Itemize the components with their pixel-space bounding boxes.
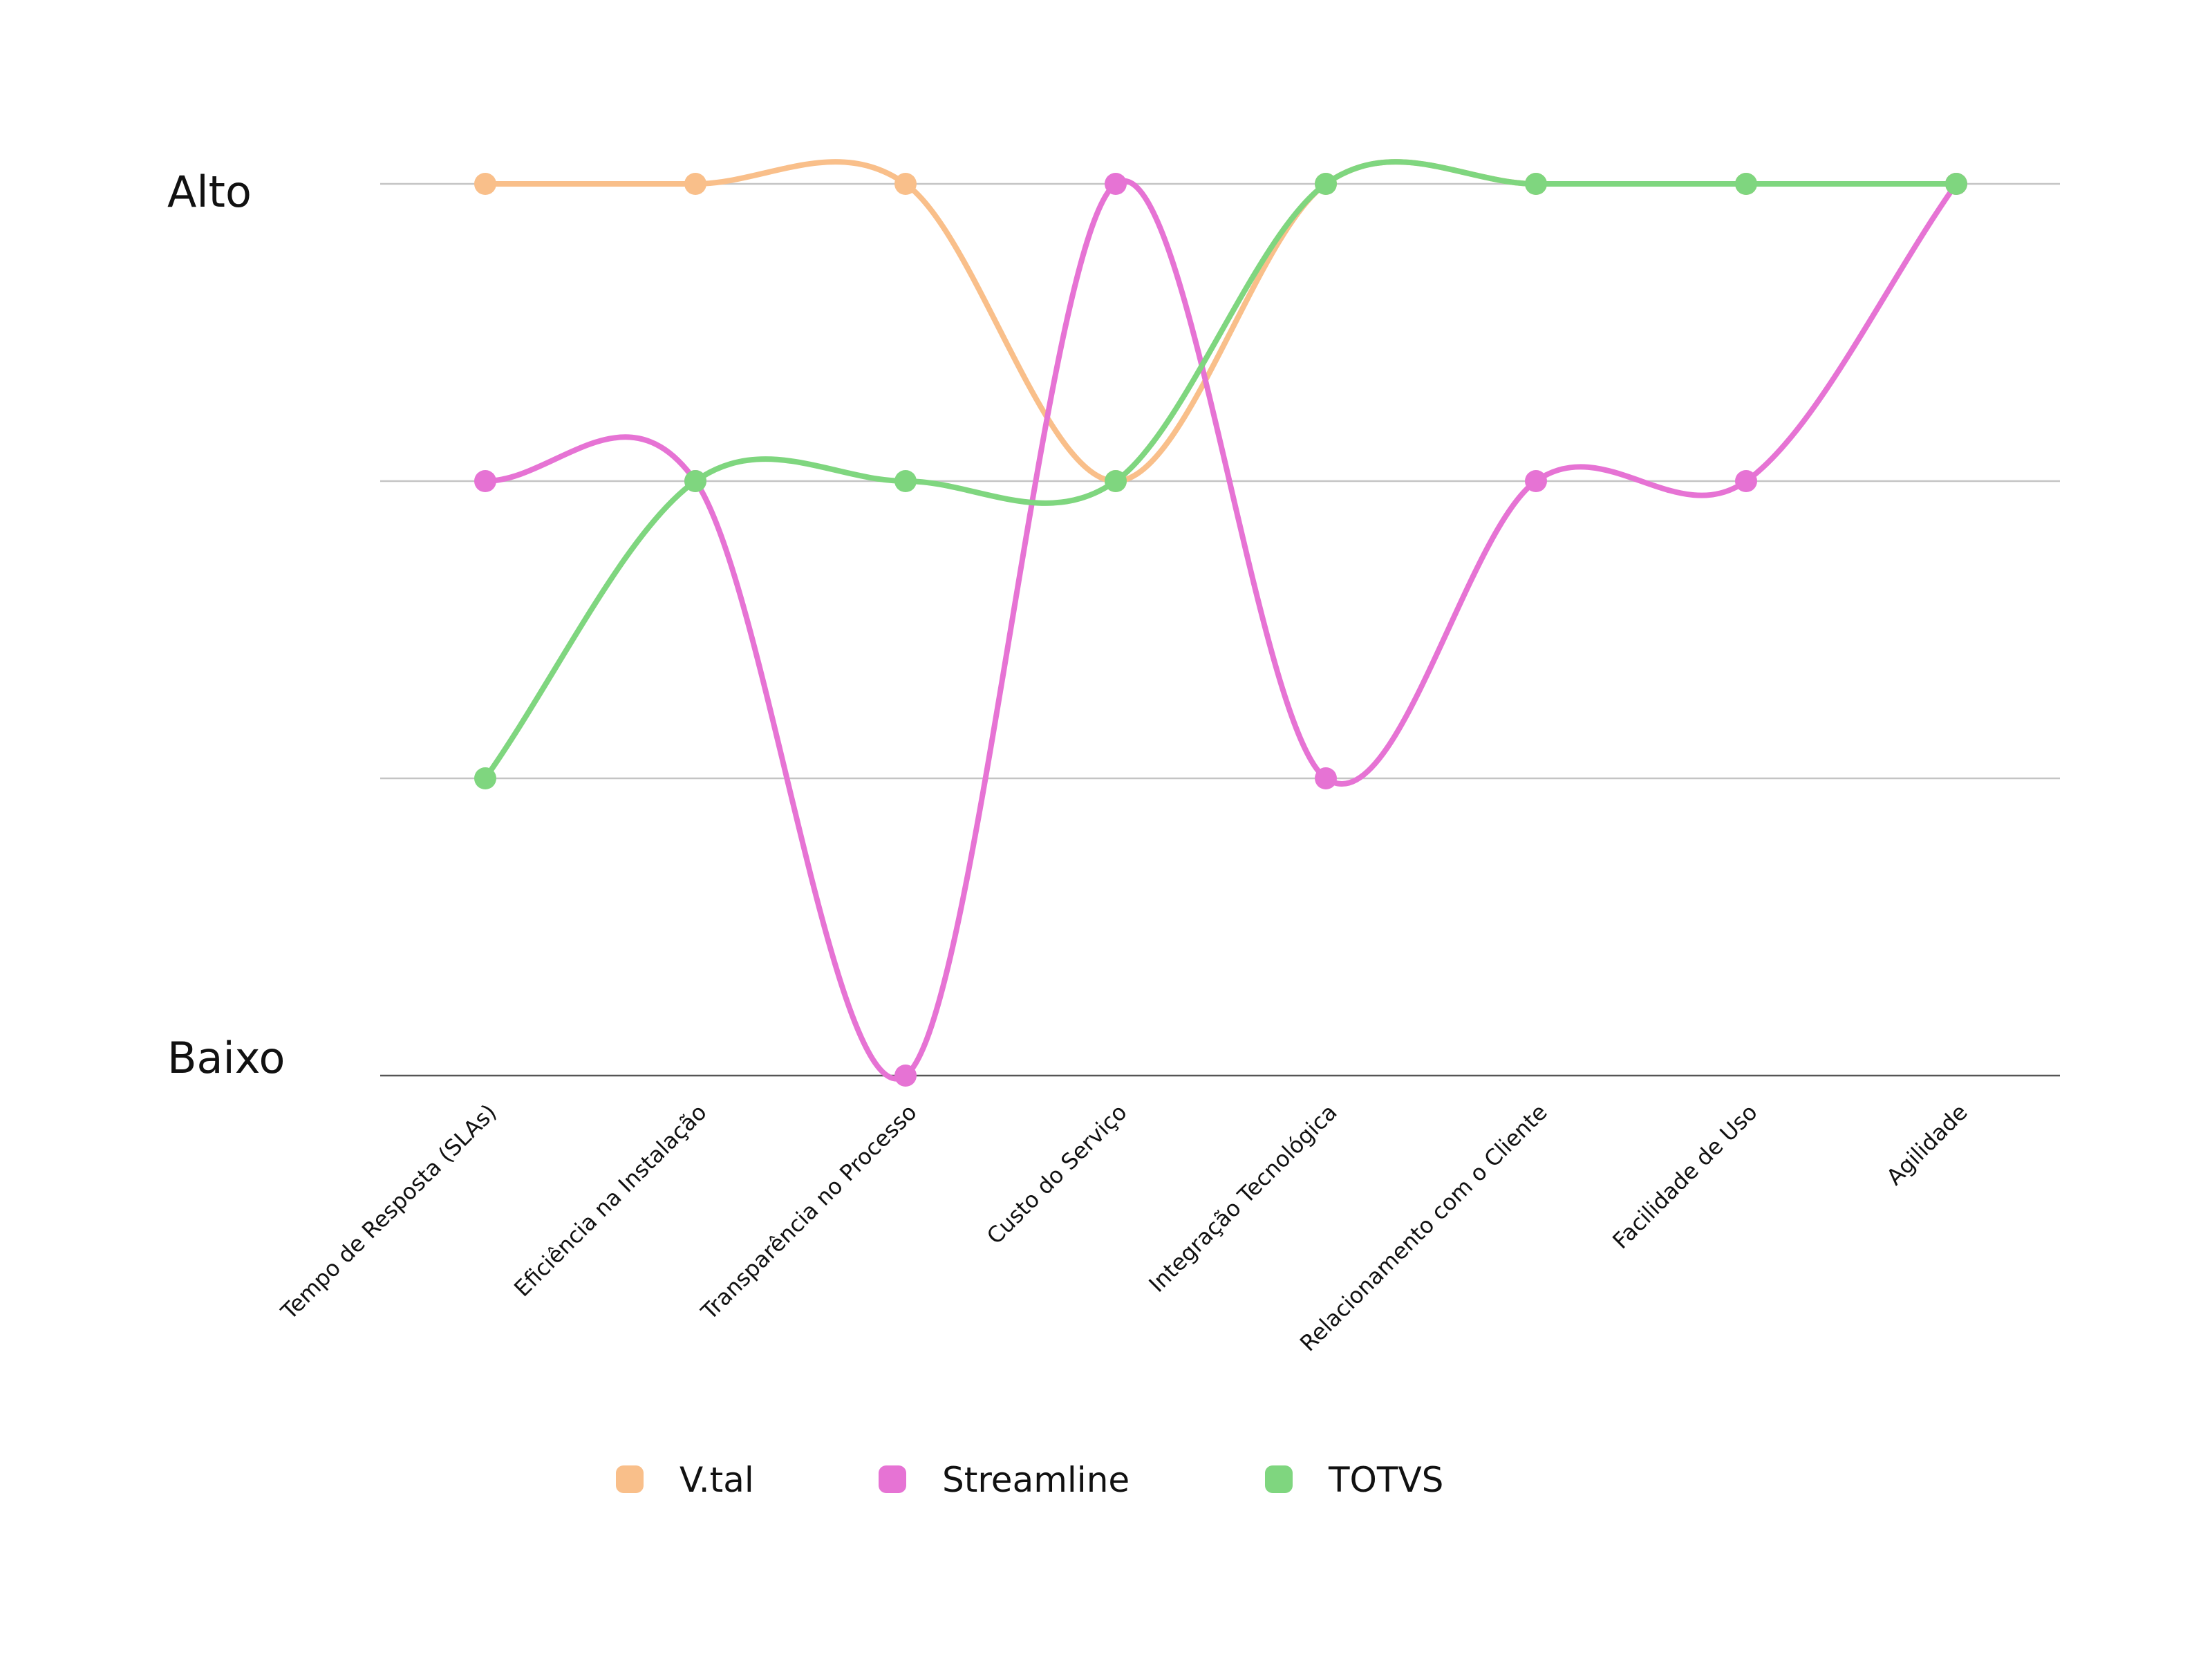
y-label-low: Baixo [167, 1033, 285, 1083]
point-streamline-3 [1105, 173, 1127, 195]
point-totvs-4 [1315, 173, 1337, 195]
legend-label-v-tal: V.tal [679, 1460, 754, 1500]
x-tick-label: Agilidade [1882, 1099, 1973, 1190]
x-axis-labels: Tempo de Resposta (SLAs) Eficiência na In… [276, 1099, 1973, 1357]
point-v-tal-2 [894, 173, 917, 195]
point-totvs-3 [1105, 470, 1127, 492]
point-v-tal-1 [684, 173, 706, 195]
x-tick-label: Transparência no Processo [695, 1099, 922, 1326]
legend-label-streamline: Streamline [942, 1460, 1130, 1500]
point-streamline-6 [1735, 470, 1757, 492]
legend-item-streamline: Streamline [879, 1460, 1130, 1500]
y-label-high: Alto [167, 167, 252, 217]
point-totvs-2 [894, 470, 917, 492]
legend-swatch-streamline [879, 1465, 906, 1493]
point-totvs-1 [684, 470, 706, 492]
series-line-totvs [482, 159, 1959, 781]
point-totvs-6 [1735, 173, 1757, 195]
x-tick-label: Relacionamento com o Cliente [1295, 1099, 1553, 1357]
legend-item-totvs: TOTVS [1265, 1460, 1443, 1500]
point-streamline-0 [474, 470, 496, 492]
legend-swatch-totvs [1265, 1465, 1293, 1493]
x-tick-label: Eficiência na Instalação [509, 1099, 711, 1302]
point-v-tal-0 [474, 173, 496, 195]
point-streamline-5 [1525, 470, 1547, 492]
series-streamline [474, 173, 1967, 1087]
legend-swatch-v-tal [616, 1465, 644, 1493]
x-tick-label: Custo do Serviço [982, 1099, 1132, 1250]
grid-lines [380, 182, 2060, 1077]
point-streamline-2 [894, 1065, 917, 1087]
x-tick-label: Integração Tecnológica [1143, 1099, 1342, 1297]
x-tick-label: Facilidade de Uso [1607, 1099, 1762, 1254]
point-streamline-4 [1315, 767, 1337, 789]
x-tick-label: Tempo de Resposta (SLAs) [276, 1099, 502, 1325]
series-totvs [474, 159, 1967, 789]
legend-item-v-tal: V.tal [616, 1460, 754, 1500]
point-totvs-0 [474, 767, 496, 789]
series-layer [474, 159, 1967, 1087]
series-line-streamline [482, 178, 1959, 1082]
point-totvs-7 [1945, 173, 1967, 195]
point-totvs-5 [1525, 173, 1547, 195]
legend: V.tal Streamline TOTVS [616, 1460, 1443, 1500]
legend-label-totvs: TOTVS [1328, 1460, 1443, 1500]
